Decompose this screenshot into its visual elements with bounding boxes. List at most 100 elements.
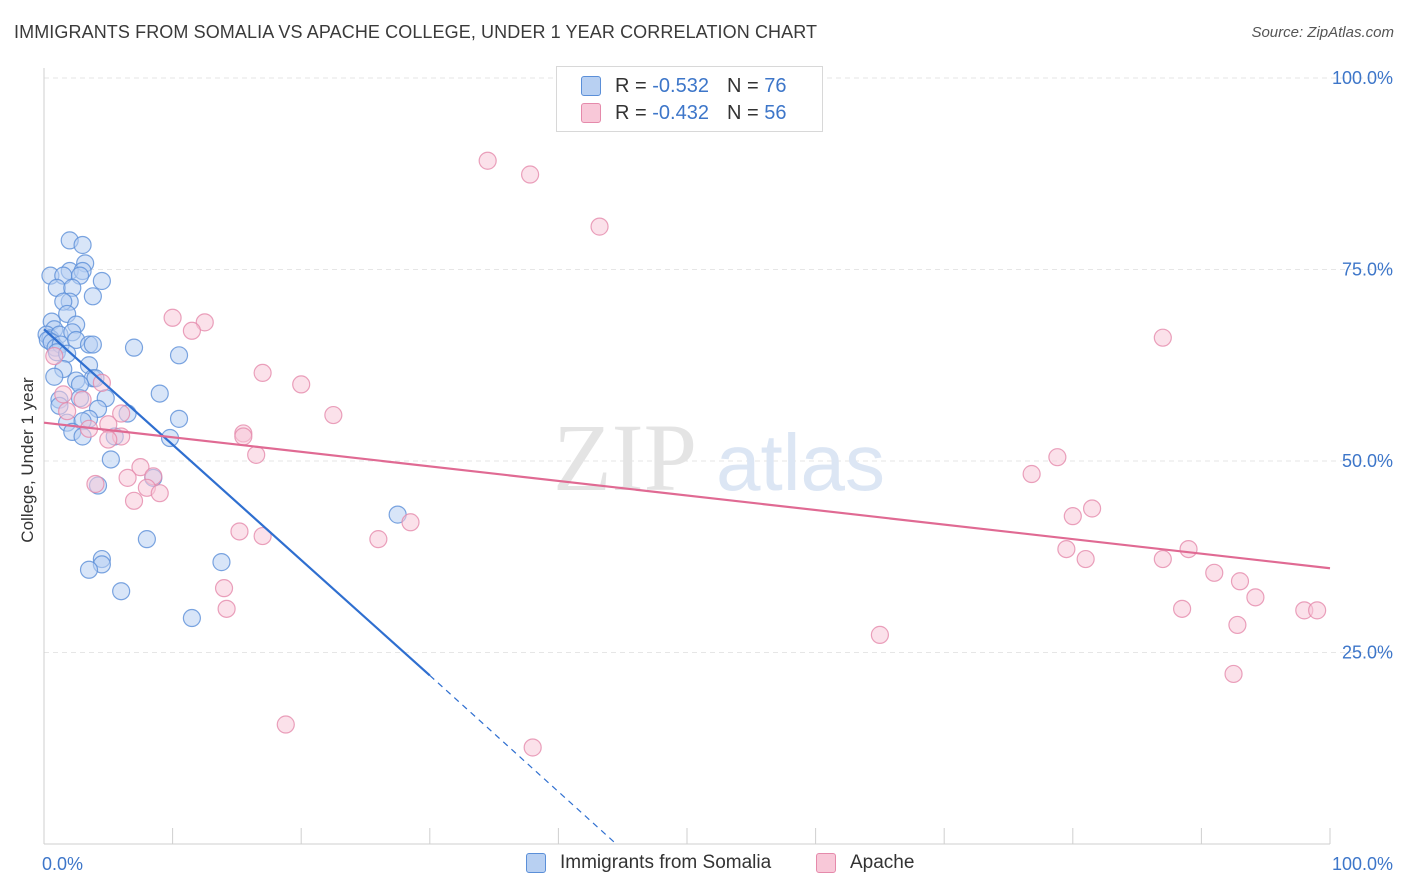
source-credit: Source: ZipAtlas.com xyxy=(1251,24,1394,41)
data-point xyxy=(217,599,236,618)
data-point xyxy=(1076,549,1095,569)
data-point xyxy=(150,484,169,503)
grid-lines xyxy=(44,77,1392,653)
series-legend: Immigrants from Somalia Apache xyxy=(0,852,1406,878)
data-point xyxy=(86,474,105,494)
stats-legend: R = -0.532 N = 76 R = -0.432 N = 56 xyxy=(556,66,823,132)
data-point xyxy=(182,321,201,340)
data-point xyxy=(137,530,156,549)
legend-n-label: N = xyxy=(726,74,759,97)
data-point xyxy=(99,430,118,449)
data-point xyxy=(276,715,295,734)
data-point xyxy=(870,625,890,644)
x-tick-label: 100.0% xyxy=(1332,854,1393,874)
legend-n-value: 76 xyxy=(764,74,787,97)
data-point xyxy=(1082,499,1102,518)
data-point xyxy=(92,271,111,291)
data-point xyxy=(118,468,137,487)
data-point xyxy=(169,346,189,365)
data-point xyxy=(1153,328,1172,347)
data-point xyxy=(54,385,73,404)
data-point xyxy=(45,367,64,386)
legend-label-somalia: Immigrants from Somalia xyxy=(560,852,772,873)
data-point xyxy=(253,526,272,546)
data-point xyxy=(1022,464,1041,484)
data-point xyxy=(124,491,144,510)
data-point xyxy=(369,530,388,549)
data-point xyxy=(253,363,272,383)
data-point xyxy=(1173,599,1192,618)
data-point xyxy=(73,235,92,255)
data-point xyxy=(1048,448,1067,467)
data-point xyxy=(45,346,64,366)
y-tick-label: 50.0% xyxy=(1342,451,1393,471)
data-point xyxy=(230,522,249,541)
data-point xyxy=(112,582,131,601)
data-point xyxy=(124,338,144,357)
y-tick-label: 100.0% xyxy=(1332,68,1393,88)
data-point xyxy=(195,313,214,332)
x-tick-label: 0.0% xyxy=(42,854,83,874)
data-point xyxy=(590,217,609,236)
data-point xyxy=(212,553,231,572)
chart-title: IMMIGRANTS FROM SOMALIA VS APACHE COLLEG… xyxy=(14,22,818,42)
legend-r-label: R = xyxy=(615,101,647,124)
data-point xyxy=(169,409,189,428)
y-tick-label: 75.0% xyxy=(1342,260,1393,280)
axes xyxy=(43,68,1331,845)
data-point xyxy=(401,513,420,532)
data-point xyxy=(58,402,77,421)
data-point xyxy=(234,427,253,446)
legend-swatch-somalia xyxy=(581,76,601,96)
data-point xyxy=(247,445,266,464)
legend-label-apache: Apache xyxy=(850,852,915,873)
trend-lines xyxy=(43,328,1331,845)
data-point xyxy=(478,151,497,170)
data-point xyxy=(79,560,99,579)
y-tick-label: 25.0% xyxy=(1342,643,1393,663)
legend-r-label: R = xyxy=(615,74,647,97)
data-point xyxy=(1224,664,1243,684)
data-point xyxy=(1230,572,1250,591)
data-point xyxy=(163,308,182,327)
data-point xyxy=(83,335,102,354)
data-point xyxy=(214,579,234,598)
data-point xyxy=(101,450,120,469)
trend-line-extension xyxy=(429,675,617,845)
data-point xyxy=(73,390,92,409)
legend-swatch-apache xyxy=(816,853,836,873)
data-point xyxy=(150,384,169,403)
data-point xyxy=(112,404,131,423)
legend-row-somalia: R = -0.532 N = 76 xyxy=(581,73,786,99)
data-point xyxy=(1179,539,1198,559)
legend-item-apache[interactable]: Apache xyxy=(816,852,914,874)
legend-r-value: -0.432 xyxy=(652,101,709,124)
data-point xyxy=(1057,539,1076,559)
legend-row-apache: R = -0.432 N = 56 xyxy=(581,100,786,126)
legend-r-value: -0.532 xyxy=(652,74,709,97)
legend-item-somalia[interactable]: Immigrants from Somalia xyxy=(526,852,771,874)
data-point xyxy=(1246,588,1265,607)
data-point xyxy=(1205,563,1224,582)
trend-line xyxy=(43,328,431,677)
data-point xyxy=(1153,549,1172,569)
data-point xyxy=(521,165,540,184)
legend-swatch-apache xyxy=(581,103,601,123)
data-point xyxy=(523,738,542,757)
legend-swatch-somalia xyxy=(526,853,546,873)
data-point xyxy=(1228,615,1247,635)
data-point xyxy=(324,405,343,425)
data-point xyxy=(182,608,201,628)
data-point xyxy=(1063,507,1082,526)
legend-n-label: N = xyxy=(726,101,759,124)
watermark-atlas: atlas xyxy=(716,418,885,507)
tick-labels: 25.0% 50.0% 75.0% 100.0% 0.0% 100.0% xyxy=(42,68,1393,874)
trend-line xyxy=(43,421,1331,570)
data-point xyxy=(1308,601,1327,620)
legend-n-value: 56 xyxy=(764,101,787,124)
data-point xyxy=(83,287,102,306)
data-point xyxy=(131,458,150,477)
watermark: ZIP atlas xyxy=(553,404,885,511)
data-point xyxy=(292,375,311,394)
